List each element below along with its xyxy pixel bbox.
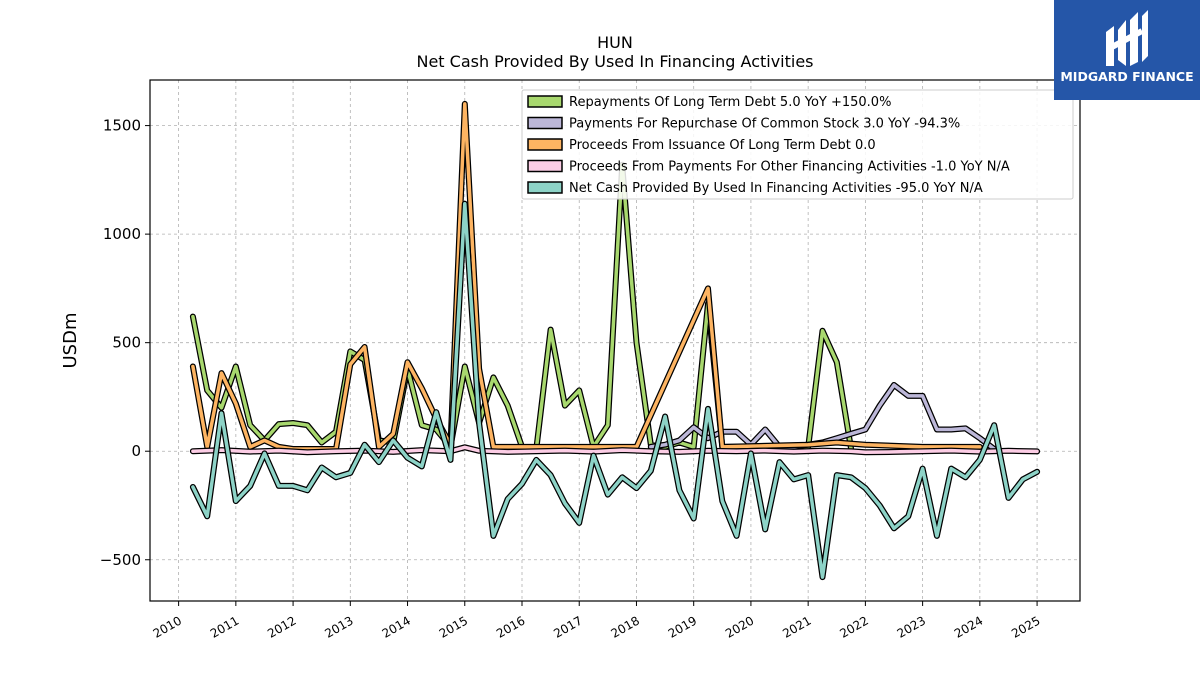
series-line-4 <box>191 201 1039 579</box>
x-tick-label: 2019 <box>666 613 699 640</box>
legend-swatch-3 <box>527 159 563 173</box>
series-lines <box>189 100 1041 581</box>
series-line-3 <box>191 445 1039 455</box>
chart-subtitle: Net Cash Provided By Used In Financing A… <box>416 52 813 71</box>
plot-frame <box>149 79 1081 602</box>
x-tick-label: 2015 <box>437 613 470 640</box>
y-tick-label: 0 <box>131 442 141 460</box>
y-tick-label: 500 <box>112 334 141 352</box>
x-tick-label: 2016 <box>494 613 527 640</box>
legend-label-3: Proceeds From Payments For Other Financi… <box>569 160 1010 175</box>
chart-title: HUN <box>597 33 633 52</box>
legend-label-0: Repayments Of Long Term Debt 5.0 YoY +15… <box>569 95 891 110</box>
y-tick-label: −500 <box>100 551 141 569</box>
legend-box <box>521 89 1074 200</box>
x-tick-label: 2012 <box>265 613 298 640</box>
legend-label-4: Net Cash Provided By Used In Financing A… <box>569 181 983 196</box>
legend-swatch-0 <box>527 95 563 108</box>
x-tick-label: 2018 <box>609 613 642 640</box>
x-tick-label: 2013 <box>322 613 355 640</box>
x-tick-label: 2014 <box>380 613 413 640</box>
x-tick-label: 2024 <box>952 613 985 640</box>
brand-name: MIDGARD FINANCE <box>1060 69 1194 84</box>
x-tick-label: 2022 <box>837 613 870 640</box>
legend-swatch-2 <box>527 138 563 151</box>
legend: Repayments Of Long Term Debt 5.0 YoY +15… <box>521 89 1074 200</box>
brand-mark-icon <box>1106 10 1148 66</box>
y-tick-label: 1500 <box>103 117 141 135</box>
x-tick-label: 2017 <box>551 613 584 640</box>
x-tick-label: 2020 <box>723 613 756 640</box>
x-tick-label: 2010 <box>151 613 184 640</box>
brand-logo: MIDGARD FINANCE <box>1054 0 1200 100</box>
x-tick-label: 2011 <box>208 613 241 640</box>
legend-label-1: Payments For Repurchase Of Common Stock … <box>569 117 960 132</box>
series-line-2 <box>191 102 982 451</box>
legend-swatch-1 <box>527 116 563 130</box>
y-axis-label: USDm <box>60 313 81 369</box>
x-tick-label: 2023 <box>895 613 928 640</box>
x-tick-label: 2021 <box>780 613 813 640</box>
x-tick-label: 2025 <box>1009 613 1042 640</box>
legend-swatch-4 <box>527 181 563 194</box>
legend-label-2: Proceeds From Issuance Of Long Term Debt… <box>569 138 876 153</box>
y-tick-label: 1000 <box>103 225 141 243</box>
